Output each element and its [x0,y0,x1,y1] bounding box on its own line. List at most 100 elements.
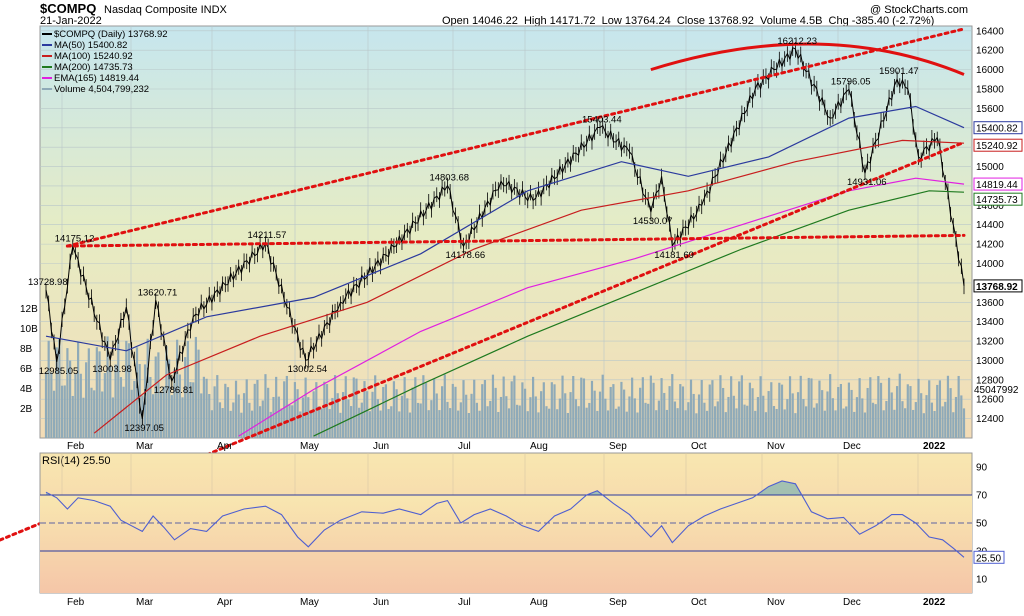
volume-bar [751,388,754,438]
volume-bar [866,387,869,438]
volume-bar [716,401,719,438]
volume-bar [352,377,355,438]
volume-bar [727,396,730,438]
volume-bar [74,373,77,438]
volume-bar [400,395,404,438]
volume-bar [304,377,307,438]
volume-bar [676,408,679,438]
volume-bar [291,405,294,438]
volume-bar [930,402,933,438]
volume-bar [671,374,674,438]
price-line [45,46,965,419]
price-y-tick: 16200 [976,46,1004,57]
volume-bar [719,375,722,438]
volume-bar [933,410,936,438]
ohlc-summary: Open 14046.22 High 14171.72 Low 13764.24… [442,15,934,27]
volume-bar [229,410,232,438]
volume-bar [384,384,388,438]
volume-bar [122,386,125,438]
volume-bar [101,391,104,438]
volume-bar [248,402,251,438]
volume-bar [250,410,254,438]
volume-bar [609,386,612,438]
price-y-tick: 16400 [976,26,1004,37]
volume-bar [548,408,551,438]
volume-bar [598,391,602,438]
volume-bar [390,406,393,438]
ma50-line [45,105,965,352]
volume-bar [154,356,157,438]
volume-bar [850,389,853,438]
volume-bar [938,380,942,438]
volume-bar [639,387,642,438]
volume-bar [834,410,837,438]
volume-bar [60,385,64,438]
volume-bar [491,374,495,438]
volume-bar [331,397,334,438]
price-y-tick: 12400 [976,414,1004,425]
volume-bar [796,392,800,438]
volume-bar [842,408,845,438]
value-tag-label: 13768.92 [976,282,1018,293]
volume-bar [350,406,353,438]
volume-bar [98,351,101,438]
volume-bar [882,410,885,438]
volume-bar [505,396,508,438]
volume-bar [432,378,436,438]
volume-bar [146,338,149,438]
volume-bar [133,380,136,438]
trendline [65,233,966,248]
volume-bar [569,392,572,438]
volume-tick: 10B [20,324,38,335]
volume-bar [376,399,379,438]
volume-bar [237,394,240,438]
volume-bar [724,412,727,438]
volume-bar [309,412,313,438]
volume-bar [288,405,291,438]
price-annotation: 14803.68 [429,173,469,184]
ema165-line [238,177,965,437]
volume-axis: 12B 10B 8B 6B 4B 2B 45047992 [20,304,1019,415]
price-annotation: 15901.47 [879,66,919,77]
volume-bar [665,409,669,438]
rsi-y-tick: 50 [976,519,988,530]
volume-bar [457,410,460,438]
volume-bar [553,384,556,438]
volume-bar [181,397,184,438]
price-x-tick: Mar [136,441,154,452]
volume-bar [748,382,751,438]
volume-bar [398,411,401,438]
rsi-mask [40,495,972,593]
volume-bar [341,392,345,438]
volume-bar [700,380,703,438]
value-tag [973,177,1023,191]
volume-bar [818,380,821,438]
price-x-tick: Jun [373,441,389,452]
volume-bar [756,397,760,438]
volume-bar [687,402,690,438]
rsi-x-tick: Feb [67,597,85,608]
volume-bar [502,376,505,438]
volume-bar [831,398,834,438]
volume-bar [66,348,69,438]
volume-bar [823,410,826,438]
volume-bar [58,339,61,438]
volume-bar [422,375,425,438]
legend-entry: Volume 4,504,799,232 [54,84,149,95]
volume-bar [904,408,907,438]
volume-bar [208,394,211,438]
volume-bar [869,377,872,438]
volume-bar [320,408,323,438]
price-annotation: 14181.69 [654,250,694,261]
volume-bar [454,386,457,438]
volume-tick: 4B [20,384,33,395]
volume-bar [216,375,219,438]
volume-bar [360,402,363,438]
volume-bar [277,396,280,438]
price-annotation: 14211.57 [247,230,286,241]
volume-bar [441,386,444,438]
price-y-tick: 15800 [976,85,1004,96]
volume-bar [957,375,960,438]
value-tag-label: 15240.92 [976,141,1018,152]
volume-bar [285,375,288,438]
